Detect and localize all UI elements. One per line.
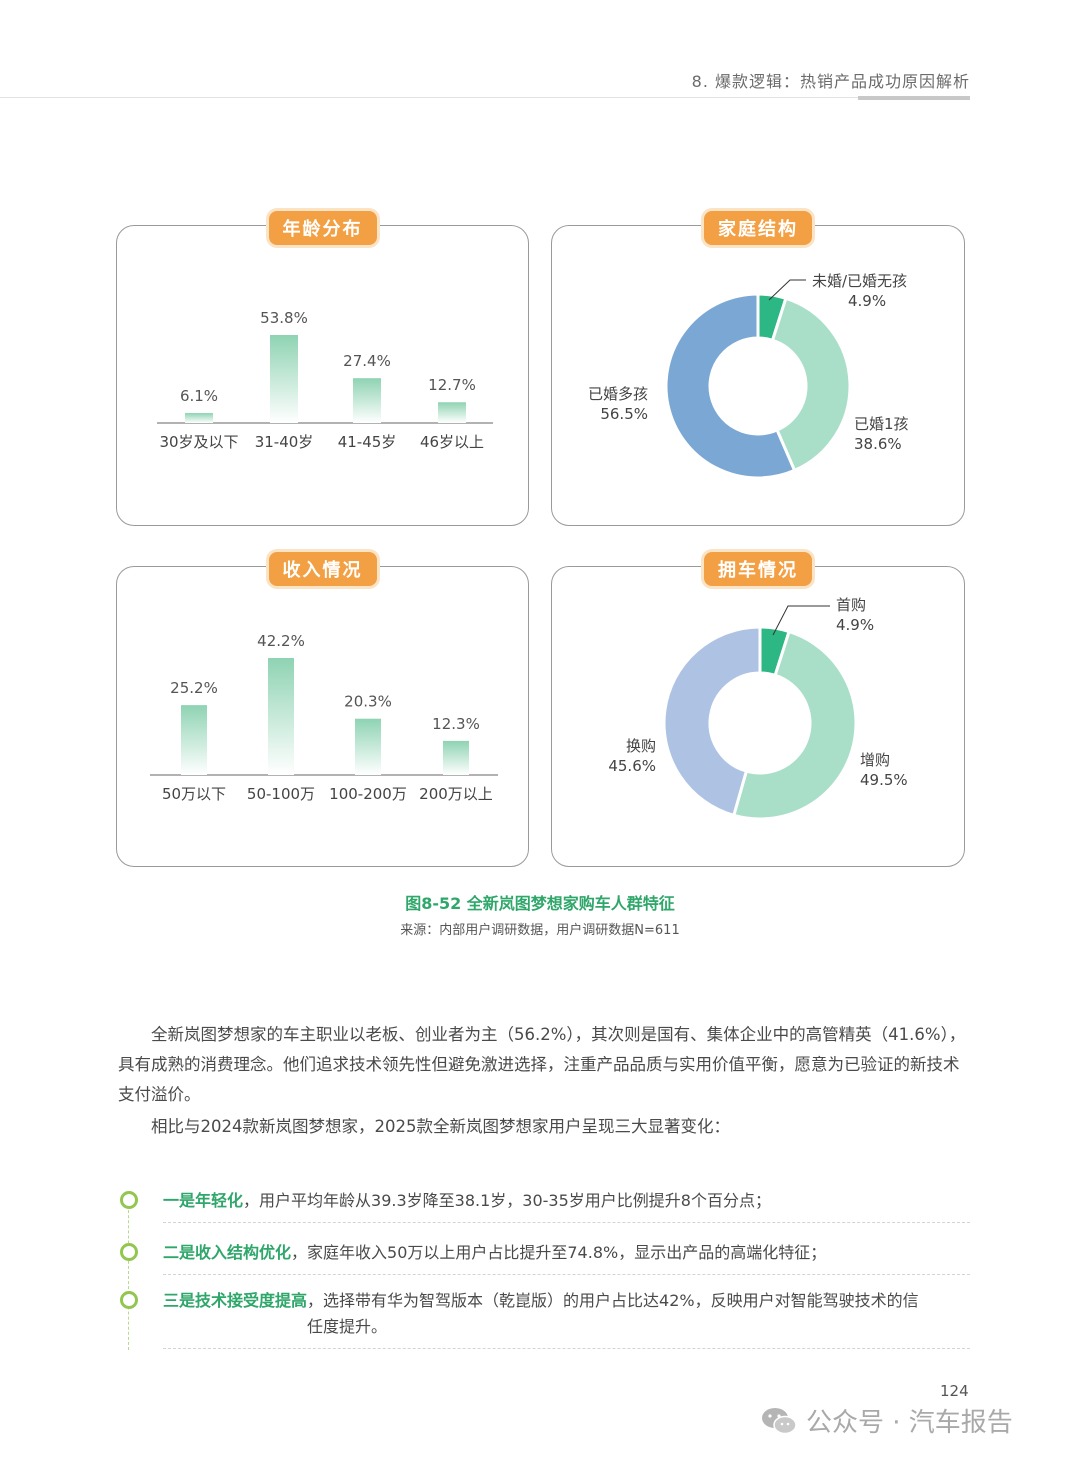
- bar: [181, 705, 207, 775]
- slice-label: 首购: [836, 596, 866, 614]
- bar: [270, 335, 298, 423]
- category-label: 50-100万: [247, 785, 315, 803]
- bar-value-label: 12.7%: [428, 376, 476, 394]
- divider: [163, 1348, 970, 1349]
- body-paragraph: 全新岚图梦想家的车主职业以老板、创业者为主（56.2%），其次则是国有、集体企业…: [118, 1025, 966, 1104]
- age-distribution-panel: 年龄分布 6.1% 30岁及以下 53.8% 31-40岁 27.4% 41-45岁 12.…: [116, 211, 529, 526]
- item-lead: 一是年轻化: [163, 1191, 244, 1210]
- list-item: 三是技术接受度提高 ，选择带有华为智驾版本（乾崑版）的用户占比达42%，反映用户…: [115, 1276, 970, 1349]
- ownership-donut-chart: 首购 4.9% 增购 49.5% 换购 45.6%: [608, 596, 908, 821]
- watermark: 公众号 · 汽车报告: [760, 1402, 1013, 1439]
- category-label: 200万以上: [419, 785, 493, 803]
- family-structure-panel: 家庭结构 未婚/已婚无孩 4.9% 已婚1孩 38.6% 已婚多孩 56.5%: [551, 211, 965, 526]
- item-lead: 三是技术接受度提高: [163, 1291, 308, 1310]
- bar: [438, 402, 466, 423]
- category-label: 100-200万: [329, 785, 407, 803]
- header-accent-bar: [858, 96, 970, 100]
- slice-value-label: 49.5%: [860, 771, 908, 789]
- bar: [443, 740, 469, 775]
- panel-title: 家庭结构: [704, 211, 812, 245]
- list-item: 一是年轻化，用户平均年龄从39.3岁降至38.1岁，30-35岁用户比例提升8个…: [115, 1182, 970, 1228]
- bullet-dot-icon: [120, 1191, 138, 1209]
- age-bar-chart: 6.1% 30岁及以下 53.8% 31-40岁 27.4% 41-45岁 12.7% 46岁…: [157, 309, 493, 451]
- header-divider: [0, 97, 970, 98]
- page-number: 124: [940, 1382, 969, 1400]
- bar-value-label: 27.4%: [343, 352, 391, 370]
- category-label: 41-45岁: [338, 433, 397, 451]
- bar: [355, 718, 381, 775]
- bar: [268, 658, 294, 775]
- bar: [185, 413, 213, 423]
- body-paragraph: 相比与2024款新岚图梦想家，2025款全新岚图梦想家用户呈现三大显著变化：: [151, 1117, 730, 1136]
- bar-value-label: 53.8%: [260, 309, 308, 327]
- donut-slice: [662, 625, 762, 818]
- bar-value-label: 6.1%: [180, 387, 218, 405]
- slice-value-label: 4.9%: [848, 292, 886, 310]
- item-lead: 二是收入结构优化: [163, 1243, 292, 1262]
- donut-slice: [664, 292, 797, 480]
- divider: [163, 1274, 970, 1275]
- slice-value-label: 4.9%: [836, 616, 874, 634]
- bar: [353, 378, 381, 423]
- donut-slice: [770, 296, 852, 473]
- panel-title: 年龄分布: [268, 211, 377, 245]
- slice-label: 增购: [860, 751, 890, 769]
- donut-slice: [731, 629, 858, 821]
- section-title: 8. 爆款逻辑：热销产品成功原因解析: [691, 72, 970, 91]
- bar-value-label: 42.2%: [257, 632, 305, 650]
- list-item: 二是收入结构优化，家庭年收入50万以上用户占比提升至74.8%，显示出产品的高端…: [115, 1228, 970, 1276]
- slice-label: 未婚/已婚无孩: [812, 272, 907, 290]
- slice-label: 换购: [626, 737, 656, 755]
- item-text: ，用户平均年龄从39.3岁降至38.1岁，30-35岁用户比例提升8个百分点；: [243, 1191, 771, 1210]
- divider: [163, 1222, 970, 1223]
- leader-line: [772, 605, 830, 636]
- income-bar-chart: 25.2% 50万以下 42.2% 50-100万 20.3% 100-200万 12.3%…: [150, 632, 498, 803]
- figure-source: 来源：内部用户调研数据，用户调研数据N=611: [400, 923, 680, 938]
- bullet-dot-icon: [120, 1243, 138, 1261]
- item-text: ，家庭年收入50万以上用户占比提升至74.8%，显示出产品的高端化特征；: [291, 1243, 827, 1262]
- wechat-icon: [762, 1407, 797, 1434]
- panel-title: 拥车情况: [704, 552, 812, 586]
- figure-caption: 图8-52 全新岚图梦想家购车人群特征: [405, 894, 675, 913]
- list-connector-line: [128, 1200, 129, 1350]
- bar-value-label: 25.2%: [170, 679, 218, 697]
- car-ownership-panel: 拥车情况 首购 4.9% 增购 49.5% 换购 45.6%: [551, 552, 965, 867]
- bar-value-label: 12.3%: [432, 715, 480, 733]
- slice-label: 已婚多孩: [588, 385, 648, 403]
- category-label: 30岁及以下: [159, 433, 238, 451]
- change-list: 一是年轻化，用户平均年龄从39.3岁降至38.1岁，30-35岁用户比例提升8个…: [115, 1182, 970, 1350]
- family-donut-chart: 未婚/已婚无孩 4.9% 已婚1孩 38.6% 已婚多孩 56.5%: [588, 272, 909, 480]
- panel-title: 收入情况: [268, 552, 377, 586]
- category-label: 31-40岁: [255, 433, 314, 451]
- slice-value-label: 45.6%: [608, 757, 656, 775]
- slice-value-label: 38.6%: [854, 435, 902, 453]
- slice-label: 已婚1孩: [854, 415, 909, 433]
- income-panel: 收入情况 25.2% 50万以下 42.2% 50-100万 20.3% 100-200万…: [116, 552, 529, 867]
- bullet-dot-icon: [120, 1291, 138, 1309]
- category-label: 46岁以上: [420, 433, 484, 451]
- item-text: ，选择带有华为智驾版本（乾崑版）的用户占比达42%，反映用户对智能驾驶技术的信任…: [307, 1291, 919, 1336]
- bar-value-label: 20.3%: [344, 693, 392, 711]
- slice-value-label: 56.5%: [600, 405, 648, 423]
- category-label: 50万以下: [162, 785, 226, 803]
- leader-line: [768, 279, 806, 301]
- watermark-text: 公众号 · 汽车报告: [806, 1408, 1013, 1438]
